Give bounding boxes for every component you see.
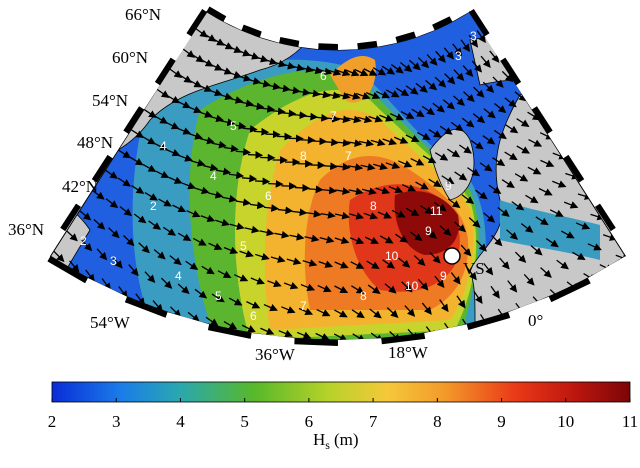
contour-label: 7 bbox=[300, 299, 307, 313]
contour-label: 9 bbox=[445, 179, 452, 193]
frame-segment bbox=[318, 46, 338, 47]
contour-label: 4 bbox=[175, 269, 182, 283]
colorbar-tick-label: 10 bbox=[557, 412, 574, 431]
wave-direction-arrow bbox=[308, 189, 322, 190]
colorbar-tick-label: 2 bbox=[48, 412, 57, 431]
colorbar-tick-label: 4 bbox=[176, 412, 185, 431]
contour-label: 4 bbox=[160, 139, 167, 153]
wave-direction-arrow bbox=[268, 184, 282, 185]
frame-segment bbox=[358, 44, 377, 46]
wave-direction-arrow bbox=[248, 155, 262, 156]
latitude-label: 48°N bbox=[77, 133, 113, 152]
colorbar-tick-label: 3 bbox=[112, 412, 121, 431]
colorbar-tick-label: 7 bbox=[369, 412, 378, 431]
longitude-label: 0° bbox=[528, 311, 543, 330]
contour-label: 6 bbox=[320, 69, 327, 83]
frame-segment bbox=[280, 40, 299, 44]
colorbar bbox=[52, 382, 630, 402]
colorbar-tick-label: 5 bbox=[240, 412, 249, 431]
contour-label: 3 bbox=[110, 254, 117, 268]
contour-label: 8 bbox=[300, 149, 307, 163]
colorbar-label: Hs(m) bbox=[313, 430, 359, 452]
colorbar-tick-label: 6 bbox=[305, 412, 314, 431]
frame-segment bbox=[299, 44, 318, 46]
contour-label: 6 bbox=[265, 189, 272, 203]
contour-label: 7 bbox=[330, 109, 337, 123]
colorbar-tick-label: 8 bbox=[433, 412, 442, 431]
contour-label: 6 bbox=[250, 309, 257, 323]
colorbar-tick-label: 11 bbox=[622, 412, 638, 431]
contour-label: 9 bbox=[425, 224, 432, 238]
wave-direction-arrow bbox=[254, 131, 268, 132]
station-marker bbox=[444, 248, 460, 264]
contour-label: 2 bbox=[150, 199, 157, 213]
contour-label: 11 bbox=[430, 204, 443, 218]
frame-segment bbox=[377, 40, 396, 44]
contour-label: 5 bbox=[215, 289, 222, 303]
contour-label: 3 bbox=[455, 49, 462, 63]
contour-label: 5 bbox=[230, 119, 237, 133]
frame-segment bbox=[338, 341, 382, 343]
wave-direction-arrow bbox=[295, 188, 309, 189]
contour-label: 3 bbox=[470, 29, 477, 43]
contour-label: 4 bbox=[210, 169, 217, 183]
contour-label: 5 bbox=[240, 239, 247, 253]
latitude-label: 54°N bbox=[92, 91, 128, 110]
frame-segment bbox=[294, 341, 338, 343]
contour-label: 10 bbox=[385, 249, 399, 263]
wave-direction-arrow bbox=[255, 181, 269, 182]
latitude-label: 36°N bbox=[8, 220, 44, 239]
latitude-label: 66°N bbox=[125, 5, 161, 24]
longitude-label: 18°W bbox=[388, 343, 429, 362]
contour-label: 9 bbox=[440, 269, 447, 283]
contour-label: 7 bbox=[345, 149, 352, 163]
latitude-label: 60°N bbox=[112, 48, 148, 67]
frame-segment bbox=[338, 46, 358, 47]
station-label: VS bbox=[463, 259, 485, 278]
longitude-label: 54°W bbox=[90, 313, 131, 332]
contour-label: 2 bbox=[80, 234, 87, 248]
contour-label: 8 bbox=[370, 199, 377, 213]
colorbar-tick-label: 9 bbox=[497, 412, 506, 431]
latitude-label: 42°N bbox=[62, 177, 98, 196]
longitude-label: 36°W bbox=[255, 345, 296, 364]
contour-label: 10 bbox=[405, 279, 419, 293]
contour-label: 8 bbox=[360, 289, 367, 303]
